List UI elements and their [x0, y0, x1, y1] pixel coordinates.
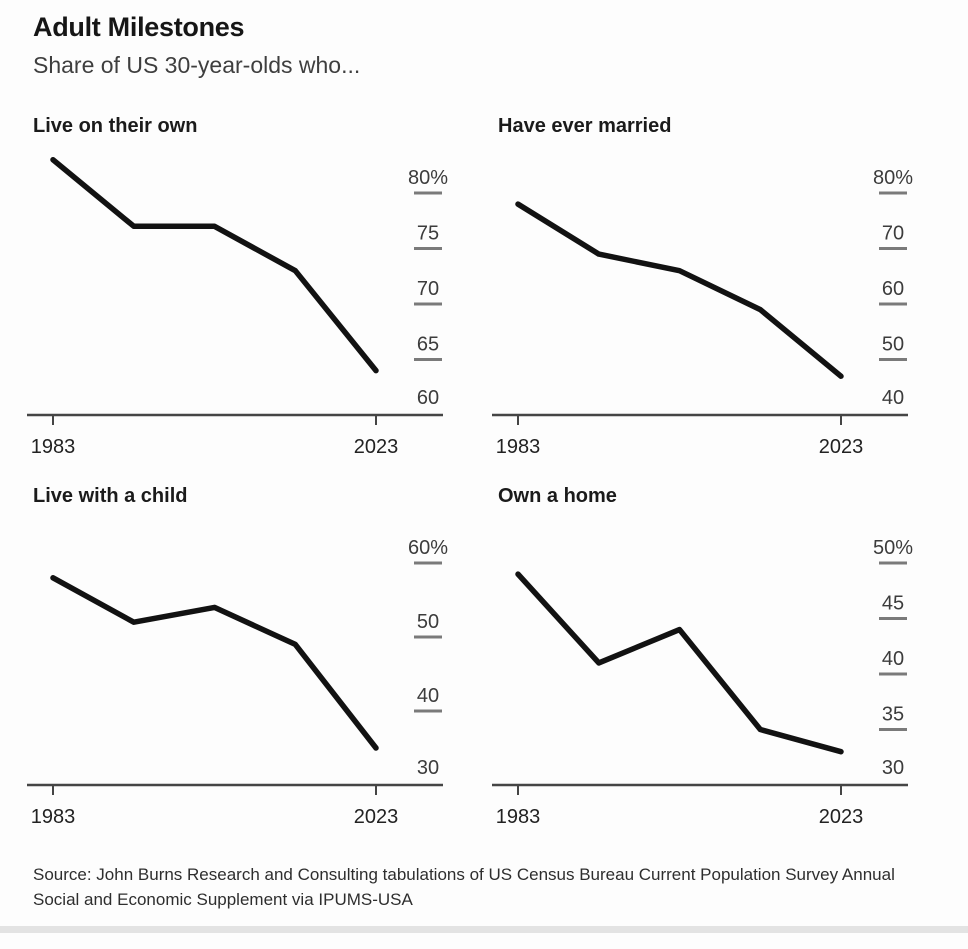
y-tick-label: 70: [417, 278, 439, 300]
page-title: Adult Milestones: [33, 12, 245, 42]
panel-title-have-ever-married: Have ever married: [498, 115, 672, 137]
x-tick-label: 1983: [496, 806, 541, 828]
panel-own-a-home: Own a home 50% 45 40 35 30 1983 2023: [480, 485, 920, 845]
y-tick-label: 60: [882, 278, 904, 300]
x-tick-label: 2023: [354, 436, 399, 458]
chart-own-a-home: 50% 45 40 35 30 1983 2023: [492, 537, 913, 828]
panel-live-on-their-own: Live on their own 80% 75 70 65 60 1983 2023: [15, 115, 455, 475]
data-line: [515, 571, 844, 755]
x-tick-label: 2023: [354, 806, 399, 828]
source-note: Source: John Burns Research and Consulti…: [33, 865, 895, 909]
x-tick-label: 1983: [31, 436, 76, 458]
chart-live-on-their-own: 80% 75 70 65 60 1983 2023: [27, 156, 448, 458]
x-tick-label: 1983: [31, 806, 76, 828]
y-tick-label: 50: [417, 611, 439, 633]
x-tick-label: 2023: [819, 806, 864, 828]
page-subtitle: Share of US 30-year-olds who...: [33, 52, 361, 78]
y-tick-label: 60%: [408, 537, 448, 559]
y-tick-label: 80%: [873, 167, 913, 189]
panel-live-with-a-child: Live with a child 60% 50 40 30 1983 2023: [15, 485, 455, 845]
y-tick-label: 65: [417, 334, 439, 356]
y-tick-label: 40: [882, 648, 904, 670]
y-tick-label: 60: [417, 387, 439, 409]
y-tick-label: 40: [417, 685, 439, 707]
y-tick-label: 30: [882, 757, 904, 779]
y-tick-label: 50: [882, 334, 904, 356]
panels-grid: Live on their own 80% 75 70 65 60 1983 2023 Ha…: [0, 115, 968, 845]
y-tick-label: 80%: [408, 167, 448, 189]
y-tick-label: 30: [417, 757, 439, 779]
chart-have-ever-married: 80% 70 60 50 40 1983 2023: [492, 167, 913, 458]
y-tick-label: 45: [882, 593, 904, 615]
x-tick-label: 2023: [819, 436, 864, 458]
panel-have-ever-married: Have ever married 80% 70 60 50 40 1983 2023: [480, 115, 920, 475]
data-line: [50, 575, 379, 751]
x-tick-label: 1983: [496, 436, 541, 458]
panel-title-own-a-home: Own a home: [498, 485, 617, 507]
bottom-band: [0, 926, 968, 934]
data-line: [50, 156, 379, 374]
y-tick-label: 40: [882, 387, 904, 409]
y-tick-label: 35: [882, 704, 904, 726]
y-tick-label: 75: [417, 223, 439, 245]
chart-live-with-a-child: 60% 50 40 30 1983 2023: [27, 537, 448, 828]
panel-title-live-with-a-child: Live with a child: [33, 485, 188, 507]
y-tick-label: 70: [882, 223, 904, 245]
y-tick-label: 50%: [873, 537, 913, 559]
data-line: [515, 201, 844, 379]
panel-title-live-on-their-own: Live on their own: [33, 115, 198, 137]
